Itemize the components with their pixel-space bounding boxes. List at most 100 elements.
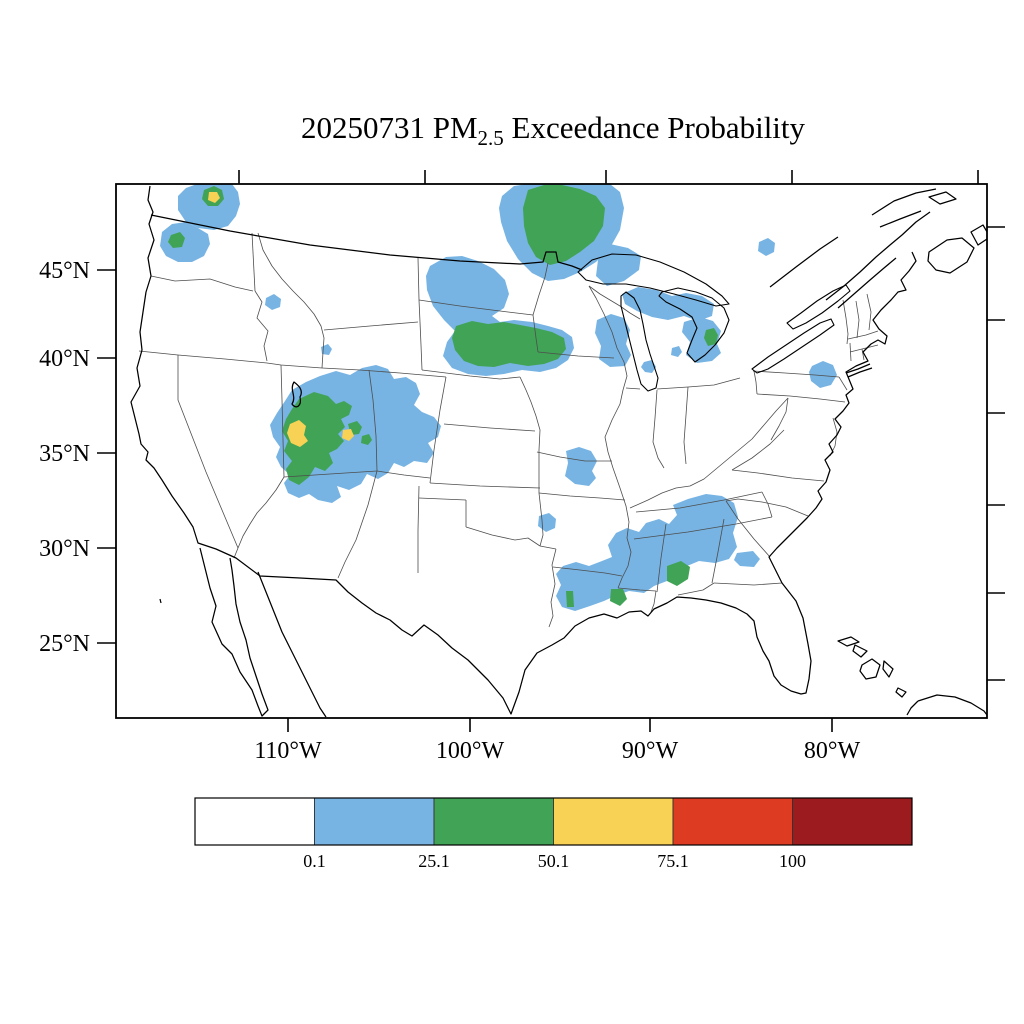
state-border (519, 376, 541, 493)
colorbar-label: 0.1 (303, 851, 326, 871)
state-border (731, 469, 825, 482)
lon-tick-label: 80°W (804, 738, 861, 764)
coastline (769, 236, 839, 288)
lake-outline (577, 253, 730, 307)
colorbar-outline (194, 797, 913, 846)
state-border (849, 344, 879, 353)
state-border (652, 389, 665, 469)
probability-region-lower-michigan-dot-2 (671, 346, 682, 357)
colorbar-cell (194, 797, 315, 846)
state-border (725, 498, 809, 517)
probability-regions-layer (160, 184, 837, 611)
state-border (842, 299, 849, 345)
lat-tick-label: 25°N (39, 631, 90, 657)
probability-region-utah-green (282, 392, 352, 485)
state-border (376, 470, 431, 479)
probability-region-pennsylvania-blue (809, 361, 837, 388)
probability-region-north-michigan-blue (622, 287, 714, 321)
map-frame: 45°N 40°N 35°N 30°N 25°N 110°W 100°W 90°W 80°W (39, 170, 1005, 764)
state-border (770, 397, 789, 441)
coastline (895, 687, 907, 698)
probability-region-lower-michigan-dot-1 (641, 360, 656, 373)
probability-region-missouri-blue (565, 447, 597, 486)
state-border (429, 376, 447, 484)
state-border (429, 482, 541, 489)
state-border (866, 293, 872, 331)
coastline (879, 210, 922, 228)
coastline (882, 660, 894, 678)
coastline (847, 367, 873, 378)
probability-region-idaho-border-dot (265, 294, 281, 310)
coastline (928, 191, 957, 205)
state-border (656, 377, 741, 390)
state-border (604, 331, 632, 589)
state-border (838, 376, 848, 391)
colorbar-cell (553, 797, 674, 846)
coastline (130, 185, 917, 715)
probability-region-georgia-dot (734, 551, 760, 567)
state-border (650, 590, 657, 613)
coastline (825, 211, 931, 301)
state-border (254, 290, 269, 362)
state-border (283, 470, 378, 478)
probability-region-sabine-green (566, 591, 574, 607)
colorbar-label: 50.1 (538, 851, 570, 871)
lat-tick-label: 30°N (39, 536, 90, 562)
colorbar: 0.1 25.1 50.1 75.1 100 (194, 797, 913, 871)
state-border (251, 232, 256, 292)
probability-region-kansas-oklahoma-dot (538, 513, 556, 532)
state-border (752, 370, 840, 378)
state-border (539, 545, 557, 550)
state-border (337, 470, 378, 579)
state-border (761, 491, 773, 518)
state-border (538, 492, 544, 547)
pm25-subscript: 2.5 (478, 126, 504, 150)
probability-region-puget-sound-green (168, 232, 185, 248)
state-border (677, 582, 715, 596)
state-border (847, 330, 879, 340)
plot-title: 20250731 PM2.5 Exceedance Probability (301, 110, 806, 150)
probability-region-gulf-south-blue (556, 494, 738, 611)
colorbar-cell (314, 797, 435, 846)
state-border (635, 491, 763, 513)
state-border (323, 321, 419, 331)
state-border (588, 285, 613, 333)
state-border (731, 429, 785, 471)
probability-region-wisconsin-blue (595, 314, 631, 367)
coastline (845, 363, 871, 374)
probability-region-utah-yellow (287, 420, 308, 447)
state-border (588, 285, 641, 320)
lon-tick-label: 100°W (436, 738, 505, 764)
state-border (532, 262, 549, 316)
state-border (756, 393, 846, 403)
state-border (625, 387, 641, 390)
coastline (199, 547, 269, 717)
probability-region-utah-yellow-dot (342, 429, 354, 441)
state-border (368, 369, 378, 472)
state-border (417, 257, 423, 371)
colorbar-label: 100 (779, 851, 806, 871)
state-border (537, 351, 615, 359)
lake-outline (658, 287, 730, 363)
probability-region-alabama-green (667, 561, 690, 586)
colorbar-label: 25.1 (418, 851, 450, 871)
colorbar-cell (672, 797, 793, 846)
coastline (150, 214, 583, 271)
state-border (753, 370, 758, 395)
state-border (257, 232, 325, 369)
state-border (538, 492, 626, 501)
coastline (970, 224, 987, 246)
state-border (617, 587, 657, 592)
map-border (115, 183, 988, 719)
lon-tick-label: 90°W (622, 738, 679, 764)
state-border (855, 300, 860, 339)
probability-region-ontario-quebec-dot (758, 238, 775, 256)
coastline (159, 598, 162, 604)
probability-region-mississippi-green (610, 589, 627, 606)
state-border (280, 364, 285, 478)
state-border (711, 518, 725, 584)
coastline (852, 644, 868, 658)
lake-outline (620, 291, 659, 392)
coastline (871, 188, 937, 216)
